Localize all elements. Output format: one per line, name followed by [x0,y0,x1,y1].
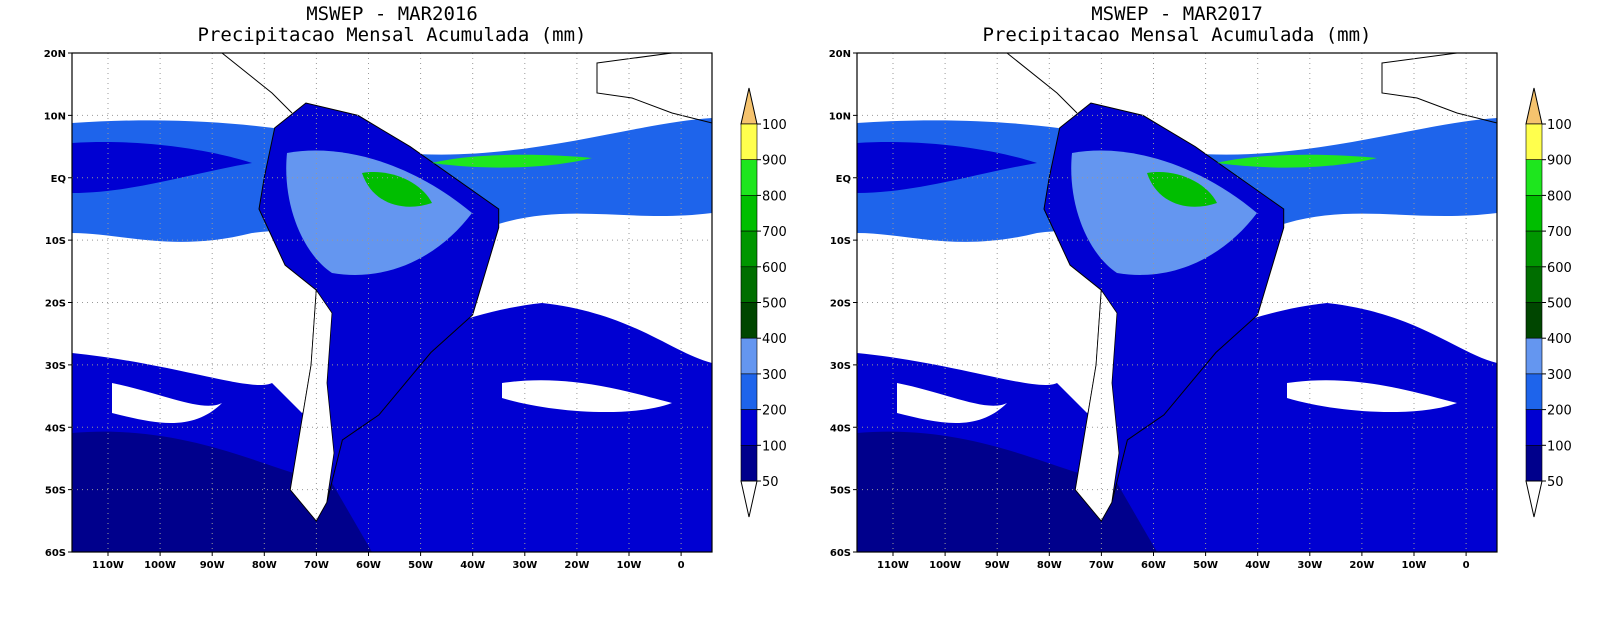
lon-label: 110W [92,560,124,571]
lon-label: 70W [1089,560,1114,571]
lon-label: 100W [144,560,176,571]
lat-label: 20S [830,299,851,310]
lon-label: 30W [1297,560,1322,571]
lat-label: 20N [829,49,851,60]
colorbar-label: 700 [762,225,787,240]
colorbar-band [1525,373,1543,410]
lat-label: 40S [830,423,851,434]
colorbar-label: 800 [762,189,787,204]
colorbar-band [1525,195,1543,232]
colorbar-label: 100 [1547,118,1572,133]
colorbar-label: 200 [762,404,787,419]
colorbar-label: 600 [762,261,787,276]
colorbar-label: 400 [1547,332,1572,347]
colorbar-band [740,195,758,232]
colorbar-label: 800 [1547,189,1572,204]
colorbar-band [740,444,758,482]
colorbar-top [1525,87,1543,125]
lon-label: 40W [460,560,485,571]
colorbar-label: 100 [762,439,787,454]
lat-label: 10S [45,236,66,247]
lat-label: 10N [44,111,66,122]
lat-label: EQ [836,174,851,185]
colorbar-band [740,409,758,446]
lat-label: 20S [45,299,66,310]
colorbar-label: 100 [1547,439,1572,454]
map-frame [856,52,1498,553]
colorbar-band [1525,266,1543,303]
lon-label: 30W [512,560,537,571]
colorbar-label: 900 [1547,154,1572,169]
colorbar-bottom [1525,480,1543,518]
lon-label: 90W [200,560,225,571]
colorbar-bottom [740,480,758,518]
lon-label: 60W [1141,560,1166,571]
colorbar-label: 900 [762,154,787,169]
map-title: MSWEP - MAR2017 [1091,3,1263,25]
colorbar-band [740,302,758,339]
colorbar-label: 600 [1547,261,1572,276]
colorbar-band [740,337,758,375]
lon-label: 100W [929,560,961,571]
map-title: MSWEP - MAR2016 [306,3,478,25]
colorbar-band [1525,337,1543,375]
lon-label: 40W [1245,560,1270,571]
lat-label: 50S [830,486,851,497]
lon-label: 50W [1193,560,1218,571]
colorbar-label: 500 [1547,297,1572,312]
colorbar: 100 900 800 700 600 500 400 300 200 100 50 [740,87,787,518]
colorbar-label: 400 [762,332,787,347]
lon-label: 60W [356,560,381,571]
lon-label: 80W [1037,560,1062,571]
colorbar-band [1525,230,1543,268]
map-panel: 20N 10N EQ 10S 20S 30S 40S 50S 60S 110W 100W 90W 80W… [44,3,713,571]
lat-label: 40S [45,423,66,434]
lon-label: 50W [408,560,433,571]
colorbar-band [740,159,758,196]
lon-label: 20W [564,560,589,571]
lon-label: 10W [617,560,642,571]
lat-label: 30S [830,361,851,372]
lat-label: 60S [830,548,851,559]
lon-label: 0 [1463,560,1470,571]
map-subtitle: Precipitacao Mensal Acumulada (mm) [983,24,1372,46]
lon-label: 80W [252,560,277,571]
colorbar-band [1525,123,1543,161]
lat-label: 30S [45,361,66,372]
lat-label: 10N [829,111,851,122]
colorbar-label: 100 [762,118,787,133]
colorbar-band [740,123,758,161]
colorbar: 100 900 800 700 600 500 400 300 200 100 50 [1525,87,1572,518]
colorbar-label: 500 [762,297,787,312]
colorbar-label: 300 [1547,368,1572,383]
colorbar-band [1525,302,1543,339]
colorbar-band [740,230,758,268]
lon-label: 20W [1349,560,1374,571]
colorbar-label: 700 [1547,225,1572,240]
colorbar-band [740,266,758,303]
colorbar-top [740,87,758,125]
lon-label: 90W [985,560,1010,571]
lon-label: 110W [877,560,909,571]
colorbar-band [740,373,758,410]
colorbar-band [1525,159,1543,196]
map-frame [71,52,713,553]
lat-label: 60S [45,548,66,559]
lat-label: EQ [51,174,66,185]
lat-label: 10S [830,236,851,247]
lon-label: 0 [678,560,685,571]
colorbar-label: 50 [1547,475,1564,490]
map-subtitle: Precipitacao Mensal Acumulada (mm) [198,24,587,46]
colorbar-label: 200 [1547,404,1572,419]
colorbar-band [1525,409,1543,446]
lat-label: 20N [44,49,66,60]
map-panel: 20N 10N EQ 10S 20S 30S 40S 50S 60S 110W 100W 90W 80W… [829,3,1498,571]
lon-label: 70W [304,560,329,571]
colorbar-label: 50 [762,475,779,490]
colorbar-label: 300 [762,368,787,383]
lon-label: 10W [1402,560,1427,571]
lat-label: 50S [45,486,66,497]
colorbar-band [1525,444,1543,482]
